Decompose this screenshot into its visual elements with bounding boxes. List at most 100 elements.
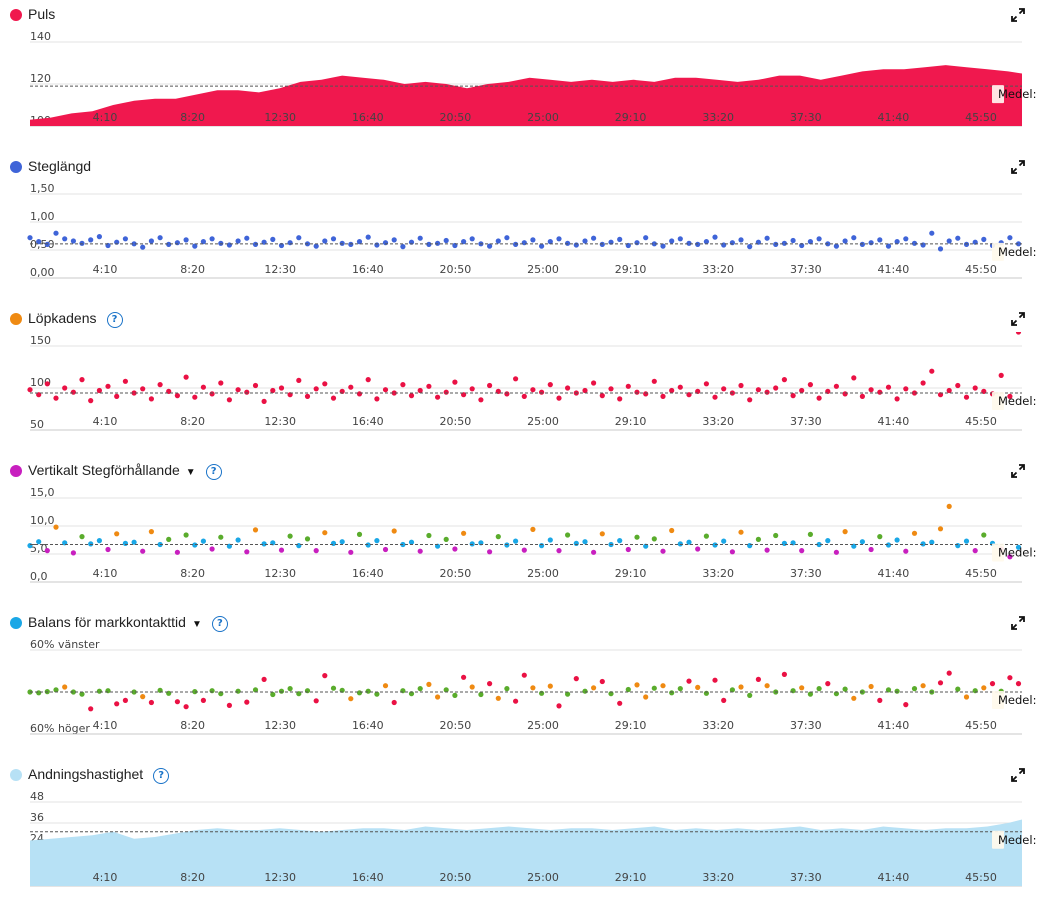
x-tick-label: 20:50	[440, 567, 472, 580]
data-point	[140, 244, 146, 250]
expand-icon[interactable]	[1011, 8, 1025, 22]
data-point	[703, 690, 710, 696]
data-point	[270, 691, 276, 698]
data-point	[339, 539, 345, 545]
data-point	[140, 694, 146, 700]
data-point	[946, 503, 952, 509]
data-point	[929, 368, 935, 374]
data-point	[842, 686, 848, 692]
panel-title[interactable]: Balans för markkontakttid ▼?	[28, 614, 228, 632]
x-tick-label: 8:20	[180, 719, 205, 732]
data-point	[807, 239, 814, 245]
data-point	[226, 242, 232, 248]
data-point	[660, 548, 666, 554]
data-point	[625, 546, 631, 553]
data-point	[235, 688, 241, 694]
data-point	[669, 527, 675, 534]
data-point	[79, 534, 85, 540]
chart-panel-vertical-ratio: Vertikalt Stegförhållande ▼? 15,0 10,0 5,0 0,…	[0, 456, 1039, 608]
y-tick-label: 0,0	[30, 570, 48, 583]
data-point	[88, 541, 94, 547]
data-point	[565, 691, 571, 697]
help-icon[interactable]: ?	[106, 312, 123, 328]
data-point	[894, 396, 900, 402]
data-point	[356, 531, 363, 537]
data-point	[903, 702, 909, 708]
data-point	[244, 549, 250, 555]
data-point	[981, 236, 987, 242]
data-point	[790, 688, 796, 694]
data-point	[816, 686, 822, 692]
data-point	[183, 704, 189, 710]
expand-icon[interactable]	[1011, 768, 1025, 782]
data-point	[686, 240, 692, 246]
y-tick-label: 140	[30, 30, 51, 43]
data-point	[738, 529, 744, 535]
data-point	[452, 692, 458, 698]
chevron-down-icon[interactable]: ▼	[185, 467, 196, 478]
help-icon[interactable]: ?	[153, 768, 170, 784]
x-tick-label: 4:10	[93, 415, 118, 428]
x-tick-label: 33:20	[702, 719, 734, 732]
data-point	[643, 235, 649, 241]
panel-title: Löpkadens?	[28, 310, 123, 328]
data-point	[625, 383, 631, 389]
data-point	[27, 387, 33, 393]
x-tick-label: 8:20	[180, 111, 205, 124]
data-point	[417, 387, 423, 394]
data-point	[287, 240, 293, 246]
data-point	[963, 694, 970, 700]
data-point	[946, 670, 952, 676]
data-point	[382, 546, 389, 553]
data-point	[582, 688, 588, 694]
expand-icon[interactable]	[1011, 160, 1025, 174]
help-icon[interactable]: ?	[211, 616, 228, 632]
expand-icon[interactable]	[1011, 464, 1025, 478]
data-point	[842, 391, 848, 397]
data-point	[686, 678, 692, 684]
data-point	[200, 538, 206, 544]
data-point	[157, 235, 163, 241]
panel-title[interactable]: Vertikalt Stegförhållande ▼?	[28, 462, 222, 480]
data-point	[44, 241, 50, 247]
data-point	[452, 546, 458, 552]
data-point	[70, 238, 76, 244]
data-point	[981, 532, 987, 538]
data-point	[816, 236, 822, 242]
data-point	[547, 537, 553, 543]
data-point	[209, 546, 215, 552]
data-point	[885, 243, 892, 249]
data-point	[235, 537, 241, 543]
data-point	[348, 384, 354, 390]
data-point	[539, 543, 545, 549]
expand-icon[interactable]	[1011, 616, 1025, 630]
x-tick-label: 12:30	[264, 871, 296, 884]
data-point	[868, 240, 874, 246]
data-point	[773, 385, 779, 391]
x-tick-label: 12:30	[264, 719, 296, 732]
x-tick-label: 25:00	[527, 263, 559, 276]
data-point	[547, 382, 553, 388]
data-point	[435, 240, 441, 246]
data-point	[131, 390, 137, 396]
legend-dot	[10, 465, 22, 477]
data-point	[738, 237, 744, 243]
help-icon[interactable]: ?	[205, 464, 222, 480]
data-point	[348, 696, 354, 702]
data-point	[643, 391, 649, 397]
data-point	[62, 236, 68, 242]
data-point	[131, 241, 137, 247]
x-tick-label: 16:40	[352, 263, 384, 276]
average-label: Medel: 94 spm	[998, 394, 1039, 408]
panel-title-text: Vertikalt Stegförhållande	[28, 462, 180, 478]
data-point	[461, 674, 467, 680]
panel-title: Steglängd	[28, 158, 91, 174]
data-point	[677, 541, 683, 547]
data-point	[44, 548, 50, 554]
data-point	[660, 393, 666, 399]
data-point	[426, 383, 432, 389]
data-point	[270, 236, 276, 242]
chevron-down-icon[interactable]: ▼	[191, 619, 202, 630]
expand-icon[interactable]	[1011, 312, 1025, 326]
data-point	[955, 686, 961, 692]
